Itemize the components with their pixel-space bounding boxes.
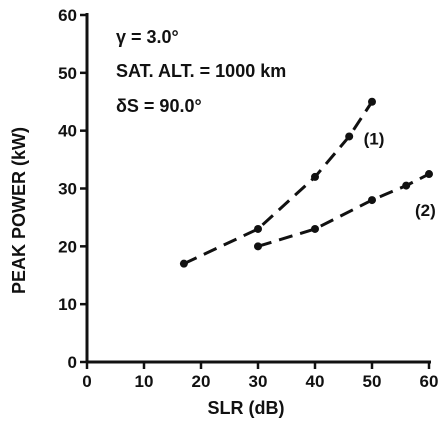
annotation-gamma: γ = 3.0° bbox=[116, 27, 179, 47]
series-label: (1) bbox=[364, 129, 385, 148]
data-point bbox=[368, 97, 376, 106]
data-point bbox=[179, 259, 188, 268]
y-tick-label: 10 bbox=[58, 295, 77, 314]
data-point bbox=[311, 172, 319, 181]
data-point bbox=[368, 196, 376, 205]
x-tick-label: 50 bbox=[363, 372, 382, 391]
x-axis-label: SLR (dB) bbox=[208, 398, 285, 418]
y-tick-label: 20 bbox=[58, 237, 77, 256]
x-tick-label: 30 bbox=[249, 372, 268, 391]
series-2: (2) bbox=[254, 170, 436, 251]
y-tick-label: 50 bbox=[58, 64, 77, 83]
series-label: (2) bbox=[415, 201, 436, 220]
x-tick-label: 20 bbox=[192, 372, 211, 391]
data-point bbox=[425, 170, 433, 179]
x-tick-label: 60 bbox=[420, 372, 439, 391]
annotation-sat-alt: SAT. ALT. = 1000 km bbox=[116, 61, 286, 81]
y-ticks: 0 10 20 30 40 50 60 bbox=[58, 6, 87, 372]
data-point bbox=[345, 132, 354, 141]
y-tick-label: 60 bbox=[58, 6, 77, 25]
x-tick-label: 0 bbox=[82, 372, 91, 391]
annotation-delta-s: δS = 90.0° bbox=[116, 96, 202, 116]
y-tick-label: 40 bbox=[58, 122, 77, 141]
series-line bbox=[183, 100, 374, 266]
data-point bbox=[254, 242, 262, 251]
data-point bbox=[254, 224, 262, 233]
data-point bbox=[402, 181, 411, 190]
y-axis-label: PEAK POWER (kW) bbox=[9, 127, 29, 294]
x-tick-label: 10 bbox=[135, 372, 154, 391]
x-tick-label: 40 bbox=[306, 372, 325, 391]
series-layer: (1) (2) bbox=[179, 97, 436, 268]
y-tick-label: 0 bbox=[68, 353, 77, 372]
data-point bbox=[311, 224, 319, 233]
x-ticks: 0 10 20 30 40 50 60 bbox=[82, 362, 438, 391]
series-1: (1) bbox=[179, 97, 385, 268]
y-tick-label: 30 bbox=[58, 180, 77, 199]
